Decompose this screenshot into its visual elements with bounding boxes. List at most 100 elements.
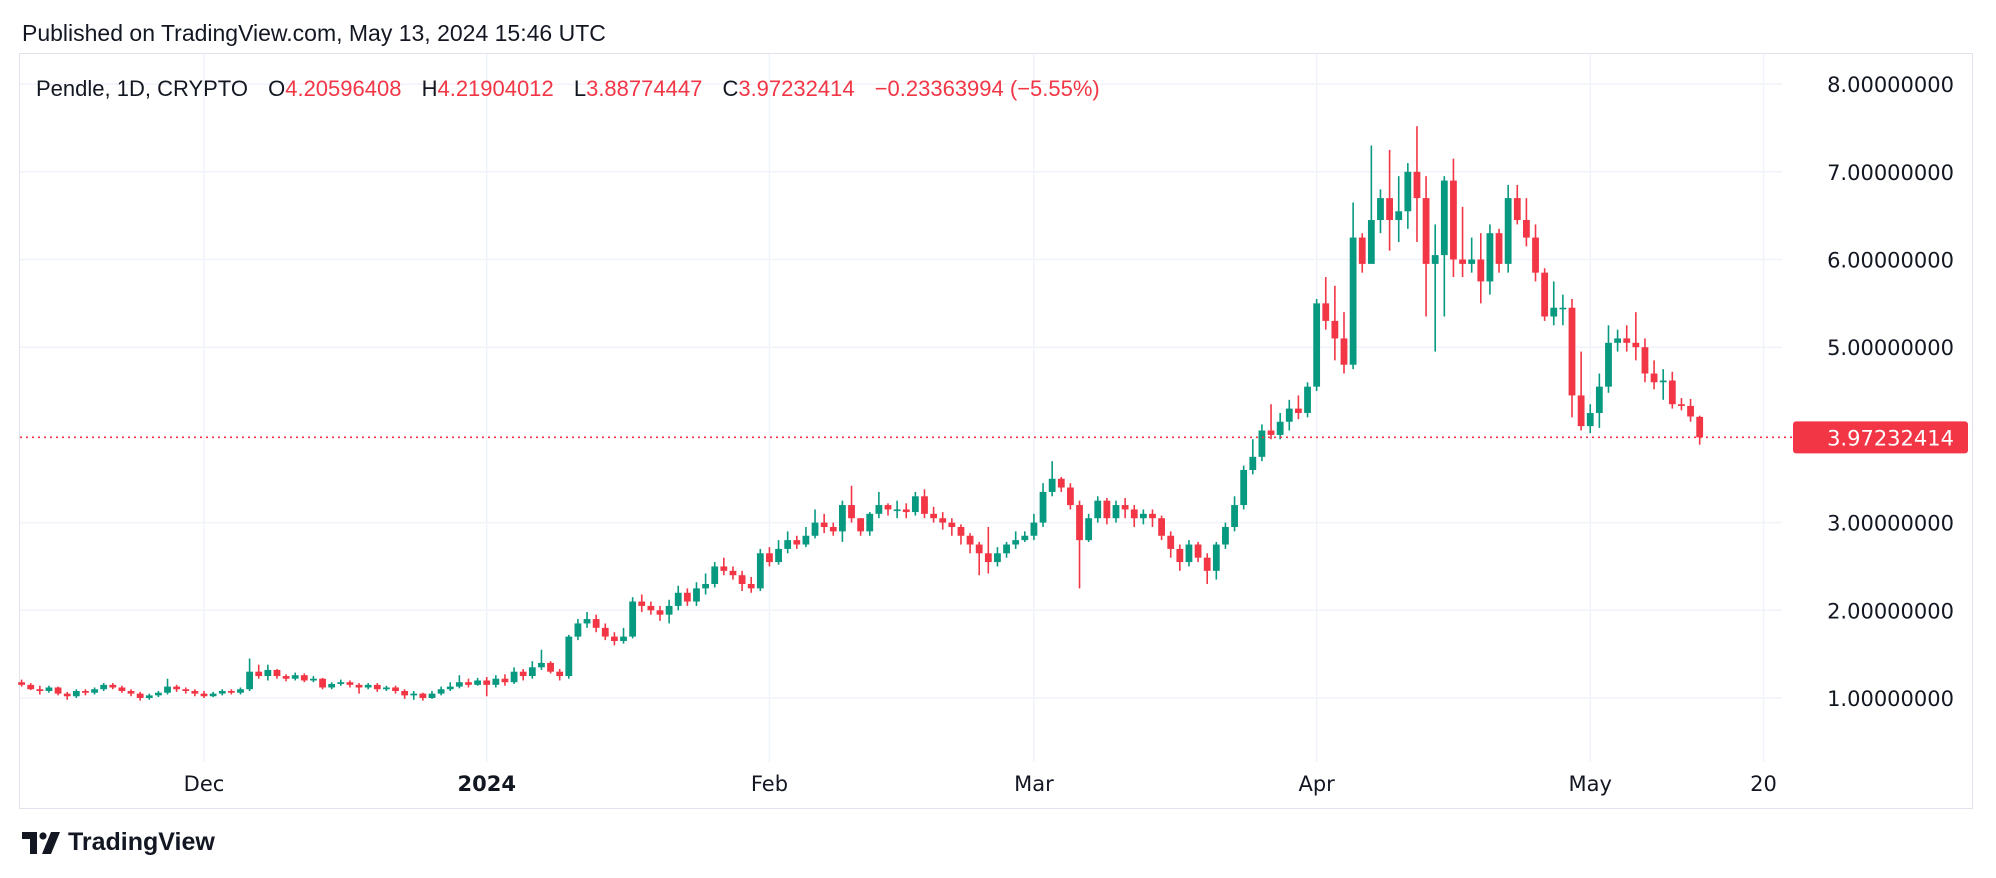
candle-body <box>474 680 481 685</box>
candle-body <box>446 686 454 690</box>
candle-body <box>1048 478 1056 492</box>
candle-body <box>319 678 326 688</box>
candle-body <box>209 693 217 697</box>
candle-body <box>501 678 509 683</box>
candle <box>136 691 144 701</box>
candle-body <box>300 675 308 681</box>
low-value: 3.88774447 <box>586 76 703 101</box>
candle <box>1185 540 1193 567</box>
candle-body <box>1605 342 1612 387</box>
candle-body <box>364 684 372 688</box>
candle-body <box>1121 505 1129 510</box>
candle-body <box>182 689 190 691</box>
candle <box>1595 373 1603 428</box>
candle <box>1678 398 1685 411</box>
candle-body <box>1158 518 1165 536</box>
candle-body <box>957 526 965 536</box>
candle-body <box>200 693 208 697</box>
candle-body <box>994 553 1001 563</box>
candle <box>310 676 317 683</box>
candle <box>82 689 89 696</box>
candle <box>875 491 883 519</box>
candle <box>1149 509 1156 527</box>
candle <box>1614 329 1621 352</box>
price-tick-label: 2.00000000 <box>1827 599 1954 623</box>
candle <box>127 689 135 697</box>
candle-body <box>911 496 919 513</box>
candle-body <box>100 684 108 690</box>
candle-body <box>1431 255 1439 264</box>
candle-body <box>328 683 336 688</box>
candle <box>674 585 682 611</box>
candle-body <box>656 610 664 615</box>
candle-body <box>638 601 646 606</box>
candle <box>565 634 573 679</box>
candle <box>966 533 974 554</box>
open-value: 4.20596408 <box>285 76 402 101</box>
candle <box>1532 224 1539 282</box>
candle <box>1112 500 1120 523</box>
candle <box>346 680 354 688</box>
candle-body <box>711 566 719 584</box>
candle <box>1550 281 1558 326</box>
candle-body <box>693 588 700 602</box>
date-tick-label: Feb <box>751 772 788 796</box>
price-axis[interactable]: 8.00000000 7.00000000 6.00000000 5.00000000… <box>1793 73 1968 711</box>
candle <box>957 524 965 545</box>
candle <box>583 612 591 628</box>
candle <box>91 687 98 695</box>
close-value: 3.97232414 <box>738 76 855 101</box>
symbol-label[interactable]: Pendle, 1D, CRYPTO <box>36 76 248 101</box>
candle-body <box>975 544 983 554</box>
candle-body <box>1504 198 1512 264</box>
candle <box>556 669 564 681</box>
time-axis[interactable]: Dec 2024 Feb Mar Apr May 20 <box>184 772 1777 796</box>
candle-body <box>54 687 62 694</box>
candle-body <box>1340 338 1348 365</box>
candle-body <box>829 526 837 532</box>
candle-body <box>665 605 673 615</box>
candle <box>1632 312 1640 361</box>
candle-body <box>948 522 956 527</box>
candle <box>18 679 25 687</box>
candle <box>702 573 709 595</box>
candle <box>455 675 463 689</box>
candle <box>528 661 536 679</box>
candle <box>501 674 509 686</box>
candle-body <box>1067 487 1074 506</box>
candle <box>1349 202 1357 370</box>
candle-body <box>1687 405 1694 417</box>
candle <box>1203 553 1211 584</box>
tradingview-logo[interactable]: TradingView <box>22 828 215 857</box>
candle <box>1459 206 1466 278</box>
candle-body <box>1203 557 1211 571</box>
candle-body <box>1395 211 1403 221</box>
candle-body <box>611 636 618 641</box>
candle <box>145 693 153 700</box>
candle-body <box>547 662 554 672</box>
candle-body <box>966 535 974 545</box>
candle <box>328 682 336 690</box>
candle <box>1541 268 1549 321</box>
candle <box>1158 515 1165 541</box>
candle <box>857 518 865 536</box>
candle-body <box>164 686 171 693</box>
candle-body <box>683 592 691 602</box>
candle <box>465 678 472 688</box>
candle <box>282 674 290 682</box>
candle <box>319 677 326 690</box>
candle-body <box>91 689 98 693</box>
candle-body <box>27 684 35 690</box>
candle <box>1340 312 1348 374</box>
candle <box>902 503 910 519</box>
candle-body <box>647 605 655 611</box>
candle <box>100 683 108 691</box>
candle-body <box>984 553 992 563</box>
candle-body <box>392 687 399 691</box>
candle <box>547 661 554 674</box>
candle <box>483 676 491 697</box>
candle-body <box>1003 544 1010 554</box>
candle <box>419 692 427 701</box>
last-price-label: 3.97232414 <box>1827 426 1954 450</box>
